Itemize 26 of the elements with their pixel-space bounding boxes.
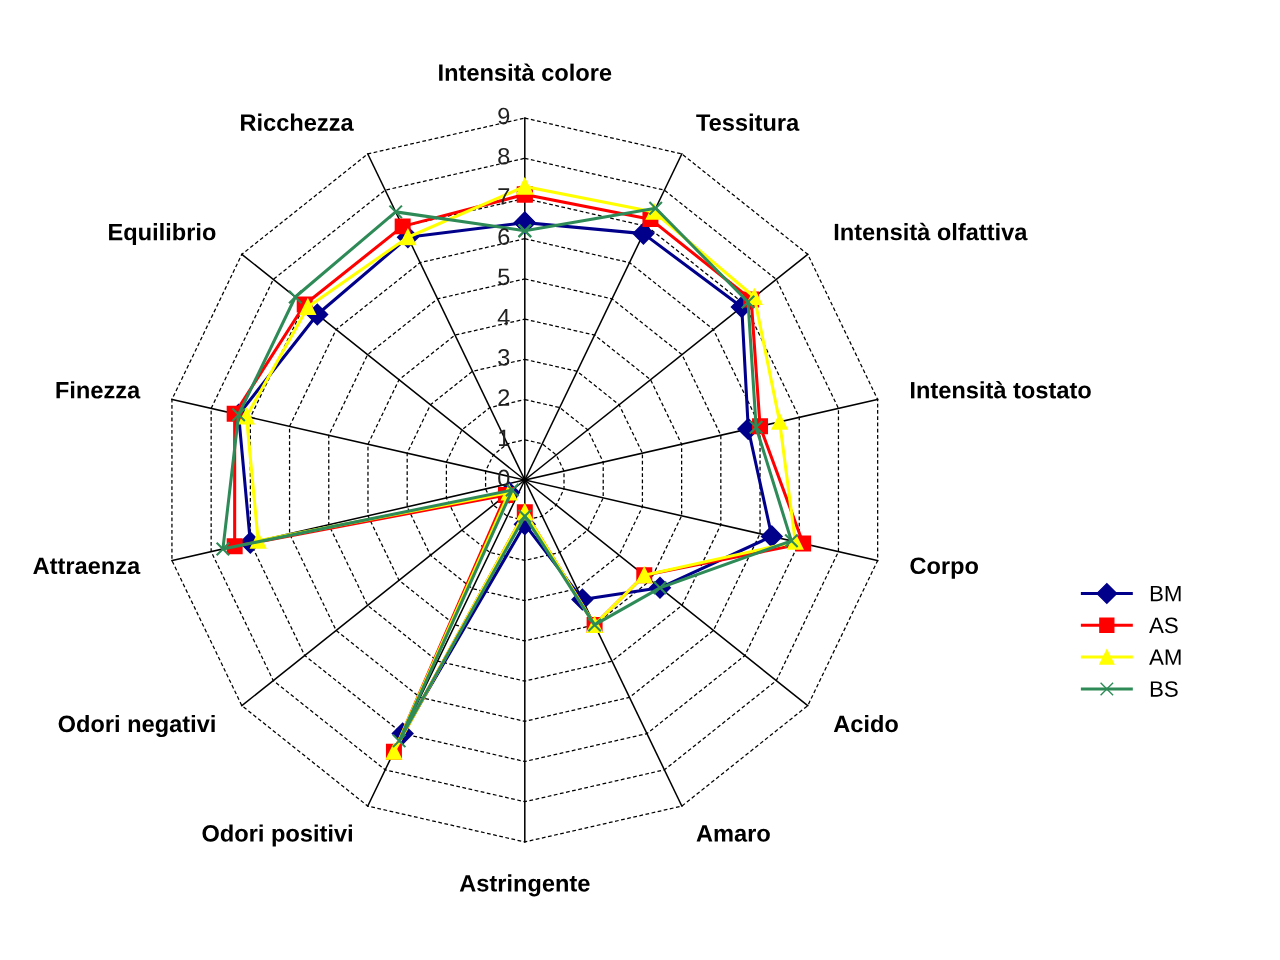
spoke-label: Odori positivi — [202, 824, 352, 847]
spoke-label: Intensità olfattiva — [834, 222, 1028, 241]
y-tick-label: 7 — [498, 188, 510, 205]
spoke-label: Acido — [833, 714, 898, 733]
legend-label: BS — [1150, 681, 1178, 697]
legend-label: BM — [1150, 585, 1181, 602]
spoke-label: Corpo — [910, 557, 978, 579]
spoke-label: Intensità colore — [439, 63, 612, 81]
legend-label: AM — [1149, 649, 1181, 665]
spoke-label: Intensità tostato — [910, 381, 1091, 399]
spoke-label: Attraenza — [33, 557, 141, 575]
y-tick-label: 2 — [498, 389, 510, 406]
spoke-label: Amaro — [696, 825, 770, 842]
y-tick-label: 6 — [498, 228, 510, 246]
y-tick-label: 9 — [498, 107, 510, 125]
spoke-label: Odori negativi — [58, 714, 215, 738]
spoke-label: Finezza — [56, 381, 141, 399]
y-tick-label: 5 — [498, 268, 510, 286]
spoke-label: Astringente — [459, 874, 590, 897]
spoke-label: Tessitura — [696, 113, 800, 131]
legend-label: AS — [1149, 617, 1178, 634]
spoke-label: Equilibrio — [109, 223, 216, 246]
y-tick-label: 3 — [498, 348, 510, 366]
y-tick-label: 4 — [497, 309, 510, 326]
y-tick-label: 8 — [498, 147, 510, 165]
spoke-label: Ricchezza — [241, 113, 354, 131]
